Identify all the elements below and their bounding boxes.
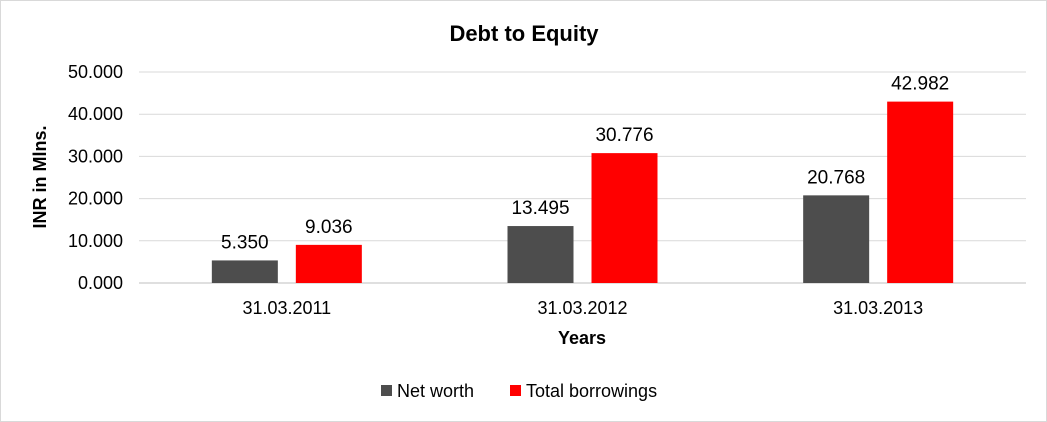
y-tick-label: 40.000 (68, 104, 123, 124)
legend-label: Total borrowings (526, 381, 657, 401)
bar-total-borrowings (295, 244, 362, 283)
legend-label: Net worth (397, 381, 474, 401)
y-tick-label: 50.000 (68, 62, 123, 82)
bar-net-worth (507, 226, 574, 283)
data-label: 30.776 (595, 125, 653, 146)
x-tick-label: 31.03.2012 (537, 298, 627, 318)
data-labels: 5.350 9.036 13.495 30.776 20.768 42.982 (221, 74, 949, 254)
legend: Net worth Total borrowings (381, 381, 657, 401)
data-label: 13.495 (511, 198, 569, 219)
x-tick-label: 31.03.2011 (242, 298, 331, 318)
data-label: 42.982 (891, 74, 949, 95)
gridlines (139, 71, 1026, 284)
y-tick-label: 30.000 (68, 146, 123, 166)
chart-title: Debt to Equity (449, 21, 599, 46)
bar-net-worth (211, 260, 278, 283)
y-tick-label: 20.000 (68, 189, 123, 209)
x-axis-ticks: 31.03.2011 31.03.2012 31.03.2013 (242, 298, 923, 318)
bar-total-borrowings (887, 101, 954, 283)
x-tick-label: 31.03.2013 (833, 298, 923, 318)
y-axis-ticks: 0.000 10.000 20.000 30.000 40.000 50.000 (68, 62, 123, 293)
bars (211, 101, 954, 283)
legend-swatch (381, 385, 392, 396)
data-label: 20.768 (807, 167, 865, 188)
bar-total-borrowings (591, 153, 658, 283)
x-axis-title: Years (558, 328, 606, 348)
y-axis-title: INR in Mlns. (30, 126, 50, 229)
y-tick-label: 0.000 (78, 273, 123, 293)
data-label: 9.036 (305, 217, 353, 238)
y-tick-label: 10.000 (68, 231, 123, 251)
data-label: 5.350 (221, 232, 269, 253)
legend-swatch (510, 385, 521, 396)
bar-net-worth (803, 195, 870, 283)
